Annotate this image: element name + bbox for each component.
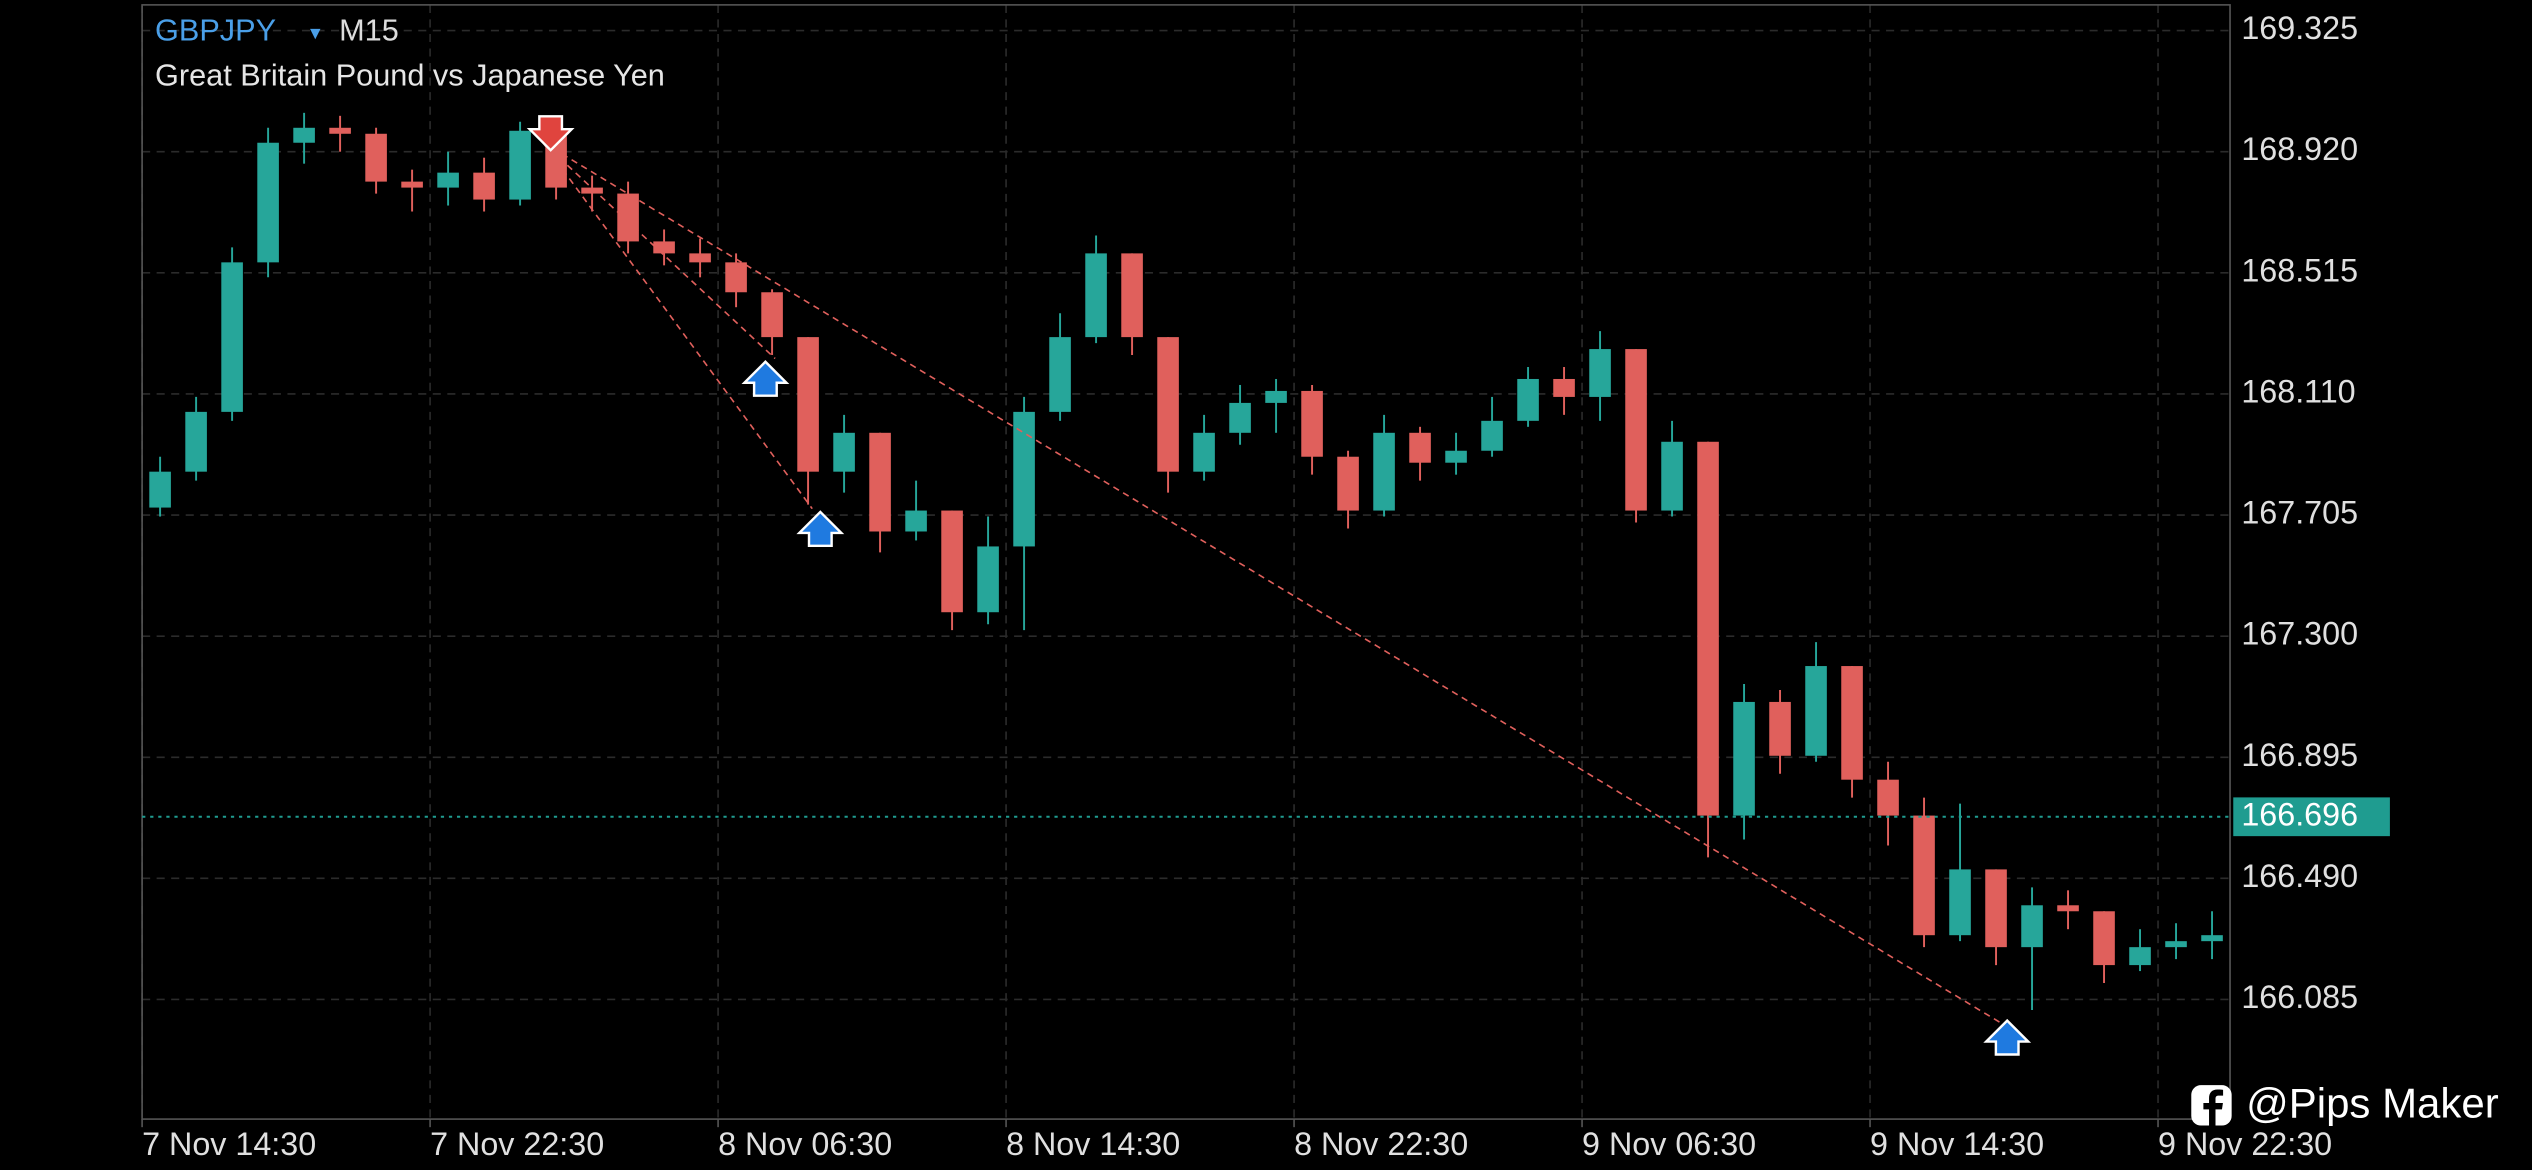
candle-body — [1661, 441, 1683, 511]
icon-glyph — [2203, 1089, 2224, 1126]
y-tick-label: 168.110 — [2241, 373, 2355, 409]
last-price-tag — [2233, 797, 2390, 837]
candle-body — [797, 337, 819, 472]
candle-body — [1373, 432, 1395, 511]
candle-body — [1913, 815, 1935, 936]
y-tick-label: 168.920 — [2241, 131, 2358, 167]
x-tick-label: 9 Nov 06:30 — [1582, 1126, 1756, 1162]
candle-body — [329, 127, 351, 134]
candle-body — [1553, 378, 1575, 397]
candle-body — [1445, 450, 1467, 463]
y-tick-label: 167.705 — [2241, 495, 2358, 531]
candle-body — [905, 510, 927, 532]
candle-body — [1805, 666, 1827, 756]
candle-body — [473, 172, 495, 200]
candle-body — [869, 432, 891, 532]
x-tick-label: 8 Nov 14:30 — [1006, 1126, 1180, 1162]
candle-body — [1589, 349, 1611, 397]
candle-body — [257, 142, 279, 263]
candle-body — [1265, 390, 1287, 403]
facebook-icon — [2191, 1085, 2232, 1126]
x-tick-label: 7 Nov 22:30 — [430, 1126, 604, 1162]
x-tick-label: 9 Nov 14:30 — [1870, 1126, 2044, 1162]
candle-body — [2021, 905, 2043, 948]
candle-body — [1625, 349, 1647, 511]
candle-body — [1949, 869, 1971, 936]
candle-body — [653, 241, 675, 254]
candle-body — [221, 262, 243, 412]
y-tick-label: 167.300 — [2241, 616, 2358, 652]
trend-line — [542, 141, 776, 360]
timeframe: M15 — [339, 12, 399, 47]
candle-body — [1157, 337, 1179, 472]
buy-arrow — [796, 510, 845, 548]
candle-body — [1877, 779, 1899, 816]
candle-body — [581, 187, 603, 194]
y-tick-label: 166.490 — [2241, 858, 2358, 894]
candle-body — [2165, 941, 2187, 948]
candle-body — [761, 292, 783, 338]
candle-body — [689, 253, 711, 263]
candle-body — [1409, 432, 1431, 463]
trend-line — [541, 141, 813, 510]
candle-body — [365, 133, 387, 182]
candle-body — [725, 262, 747, 293]
candle-body — [1013, 411, 1035, 547]
candle-body — [1085, 253, 1107, 338]
candle-body — [2201, 935, 2223, 942]
y-tick-label: 166.085 — [2241, 979, 2358, 1015]
trade-arrows — [526, 115, 2032, 1056]
watermark: @Pips Maker — [2246, 1079, 2499, 1126]
candle-body — [1769, 701, 1791, 756]
trend-lines — [541, 141, 2003, 1025]
candle-body — [1517, 378, 1539, 421]
candle-body — [1841, 666, 1863, 780]
candle-body — [1733, 701, 1755, 816]
candle-body — [437, 172, 459, 188]
overlay: 169.325 168.920 168.515 168.110 167.705 167.3… — [141, 10, 2390, 1162]
candle-body — [1301, 390, 1323, 457]
candle-body — [149, 471, 171, 508]
candle-body — [2093, 911, 2115, 966]
candle-body — [1121, 253, 1143, 338]
candle-body — [2129, 947, 2151, 966]
candles — [149, 112, 2223, 1010]
last-price-label: 166.696 — [2241, 796, 2358, 832]
candle-body — [617, 193, 639, 242]
candle-body — [401, 181, 423, 188]
candle-body — [941, 510, 963, 613]
buy-arrow — [1983, 1018, 2032, 1056]
x-tick-label: 8 Nov 22:30 — [1294, 1126, 1468, 1162]
symbol-dropdown[interactable]: ▾ — [310, 21, 321, 44]
candle-body — [1985, 869, 2007, 948]
sell-arrow — [526, 115, 575, 152]
candle-body — [833, 432, 855, 472]
y-tick-label: 166.895 — [2241, 737, 2358, 773]
candle-body — [977, 546, 999, 613]
candle-body — [1697, 441, 1719, 816]
x-tick-label: 7 Nov 14:30 — [142, 1126, 316, 1162]
buy-arrow — [741, 360, 790, 397]
subtitle: Great Britain Pound vs Japanese Yen — [155, 58, 665, 93]
plot-border — [141, 4, 2231, 1120]
candle-body — [185, 411, 207, 472]
x-tick-label: 8 Nov 06:30 — [718, 1126, 892, 1162]
candle-body — [1049, 337, 1071, 412]
candle-body — [509, 130, 531, 200]
x-tick-label: 9 Nov 22:30 — [2158, 1126, 2332, 1162]
candle-body — [1229, 402, 1251, 433]
symbol: GBPJPY — [155, 12, 276, 47]
candle-body — [293, 127, 315, 143]
candle-body — [2057, 905, 2079, 912]
candle-body — [1337, 456, 1359, 511]
y-tick-label: 168.515 — [2241, 252, 2358, 288]
candle-body — [1481, 420, 1503, 451]
candle-body — [1193, 432, 1215, 472]
trend-line — [542, 141, 2003, 1025]
y-tick-label: 169.325 — [2241, 10, 2358, 46]
